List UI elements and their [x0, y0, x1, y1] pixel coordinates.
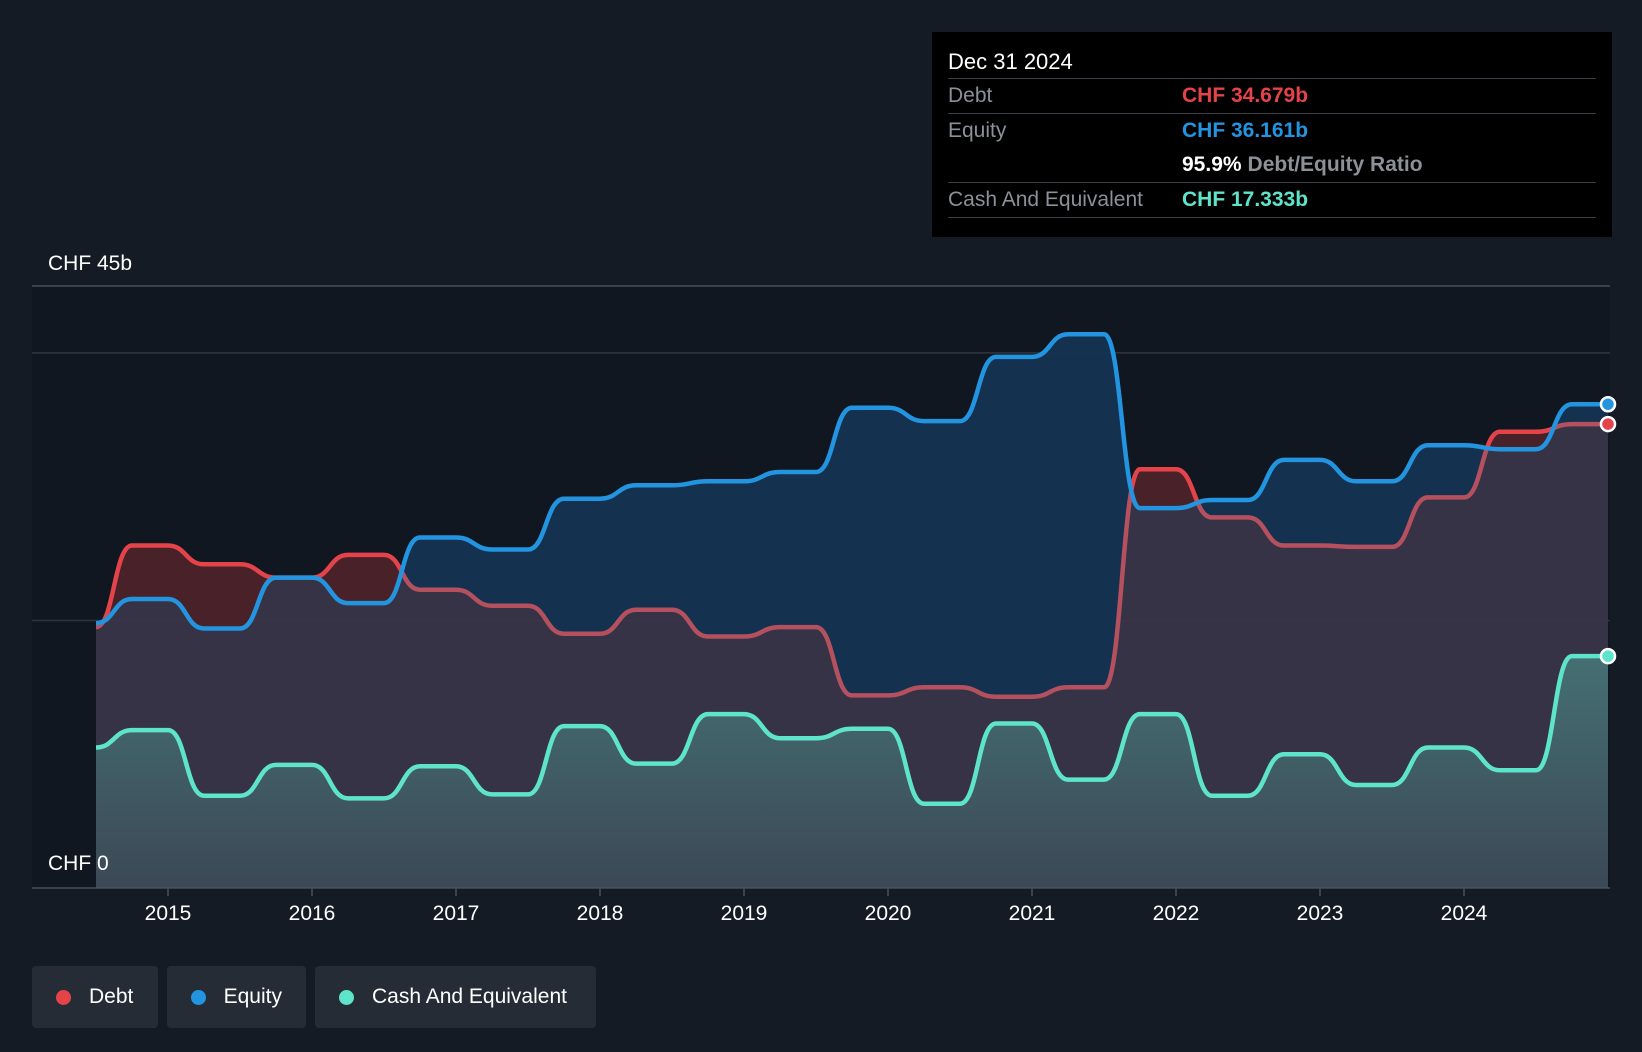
- equity-dot-icon: [191, 989, 206, 1005]
- x-tick-label: 2024: [1441, 902, 1488, 925]
- legend-item-cash[interactable]: Cash And Equivalent: [315, 966, 596, 1028]
- tooltip-debt-value: CHF 34.679b: [1182, 84, 1309, 107]
- cash-line: [95, 653, 1608, 806]
- chart-legend: Debt Equity Cash And Equivalent: [32, 966, 596, 1028]
- legend-cash-label: Cash And Equivalent: [372, 985, 567, 1008]
- legend-item-debt[interactable]: Debt: [32, 966, 158, 1028]
- equity-surplus-area: [96, 334, 1608, 697]
- tooltip-ratio-label: Debt/Equity Ratio: [1247, 153, 1423, 176]
- tooltip-equity-row: Equity CHF 36.161b: [948, 113, 1596, 148]
- x-tick-label: 2016: [289, 902, 336, 925]
- x-tick-label: 2018: [577, 902, 624, 925]
- tooltip-equity-value: CHF 36.161b: [1182, 119, 1309, 142]
- tooltip-ratio-value: 95.9%: [1182, 153, 1242, 176]
- tooltip-cash-value: CHF 17.333b: [1182, 188, 1309, 211]
- debt-area: [96, 424, 1608, 888]
- tooltip-panel: Dec 31 2024 Debt CHF 34.679b Equity CHF …: [932, 32, 1612, 237]
- x-tick-label: 2020: [865, 902, 912, 925]
- cash-end-marker: [1599, 647, 1617, 665]
- tooltip-ratio-row: 95.9% Debt/Equity Ratio: [948, 148, 1596, 182]
- tooltip-debt-label: Debt: [948, 84, 993, 107]
- tooltip-cash-row: Cash And Equivalent CHF 17.333b: [948, 182, 1596, 218]
- y-axis-top-label: CHF 45b: [48, 252, 132, 275]
- legend-debt-label: Debt: [89, 985, 134, 1008]
- tooltip-cash-label: Cash And Equivalent: [948, 188, 1143, 211]
- x-tick-label: 2015: [145, 902, 192, 925]
- debt-end-marker: [1599, 415, 1617, 433]
- x-tick-label: 2019: [721, 902, 768, 925]
- equity-line: [95, 331, 1608, 631]
- tooltip-equity-label: Equity: [948, 119, 1007, 142]
- x-tick-label: 2021: [1009, 902, 1056, 925]
- legend-equity-label: Equity: [223, 985, 282, 1008]
- cash-area: [96, 656, 1608, 888]
- tooltip-date: Dec 31 2024: [948, 49, 1073, 74]
- cash-dot-icon: [339, 989, 354, 1005]
- x-tick-label: 2017: [433, 902, 480, 925]
- x-tick-label: 2022: [1153, 902, 1200, 925]
- debt-dot-icon: [56, 989, 71, 1005]
- x-tick-label: 2023: [1297, 902, 1344, 925]
- legend-item-equity[interactable]: Equity: [167, 966, 306, 1028]
- y-axis-bottom-label: CHF 0: [48, 852, 109, 875]
- equity-end-marker: [1599, 395, 1617, 413]
- tooltip-debt-row: Debt CHF 34.679b: [948, 78, 1596, 113]
